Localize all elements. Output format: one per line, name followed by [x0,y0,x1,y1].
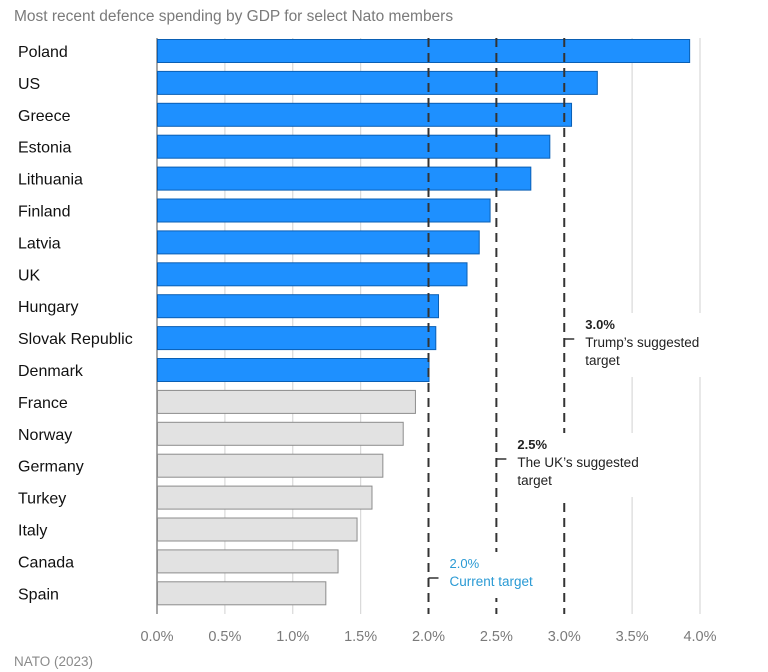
category-label: Norway [18,427,72,444]
annotation-label: Trump’s suggested [585,335,699,350]
bar [157,549,339,574]
annotation-label: The UK’s suggested [517,455,638,470]
bar [157,453,384,478]
x-tick-label: 3.5% [616,629,649,645]
target-annotations: 2.0% Current target 2.5% The UK’s suggested… [428,313,710,598]
bars [157,39,691,606]
x-axis-ticks: 0.0% 0.5% 1.0% 1.5% 2.0% 2.5% 3.0% 3.5% 4.0% [140,629,716,645]
category-label: Italy [18,523,47,540]
category-label: Hungary [18,299,78,316]
category-label: Turkey [18,491,66,508]
x-tick-label: 0.5% [208,629,241,645]
category-label: Latvia [18,235,61,252]
bar [157,102,573,127]
bar [157,421,404,446]
category-label: Canada [18,554,74,571]
category-label: Finland [18,204,70,221]
bar [157,358,430,382]
bar [157,485,373,510]
bar [157,198,491,223]
category-label: Lithuania [18,172,83,189]
annotation-value: 2.5% [517,437,547,452]
category-label: Estonia [18,140,71,157]
bar [157,517,358,542]
x-tick-label: 1.0% [276,629,309,645]
category-label: Germany [18,459,84,476]
category-label: Poland [18,44,68,61]
annotation-label: Current target [450,574,534,589]
bar [157,70,598,95]
annotation-value: 2.0% [450,556,480,571]
x-tick-label: 2.0% [412,629,445,645]
bar [157,39,691,63]
annotation-label: target [585,353,620,368]
category-label: UK [18,267,41,284]
x-tick-label: 1.5% [344,629,377,645]
x-tick-label: 2.5% [480,629,513,645]
chart-source: NATO (2023) [14,654,94,669]
x-tick-label: 3.0% [548,629,581,645]
bar [157,581,327,606]
category-label: France [18,395,68,412]
annotation-background [571,313,710,377]
annotation-label: target [517,473,552,488]
bar [157,134,551,159]
x-tick-label: 0.0% [140,629,173,645]
bar [157,326,437,351]
category-label: US [18,76,40,93]
bar [157,262,468,287]
bar [157,389,416,414]
bar [157,230,480,255]
reference-lines [427,38,566,614]
category-label: Denmark [18,363,84,380]
annotation-background [503,433,642,497]
annotation-background [435,552,536,598]
category-label: Slovak Republic [18,331,133,348]
x-tick-label: 4.0% [683,629,716,645]
chart-title: Most recent defence spending by GDP for … [14,8,454,25]
category-label: Greece [18,108,71,125]
bar [157,294,440,319]
annotation-value: 3.0% [585,317,615,332]
category-labels: Poland US Greece Estonia Lithuania Finland Lat… [18,44,133,603]
bar [157,166,532,191]
category-label: Spain [18,586,59,603]
